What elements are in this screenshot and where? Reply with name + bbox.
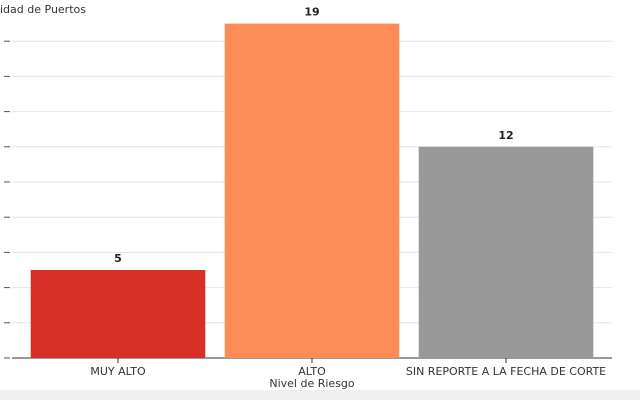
value-label: 19: [304, 6, 319, 19]
bar: [224, 23, 400, 358]
x-tick-label: MUY ALTO: [90, 365, 146, 378]
value-label: 5: [114, 252, 122, 265]
value-label: 12: [498, 129, 513, 142]
y-axis-label: idad de Puertos: [0, 3, 86, 16]
bar: [418, 146, 594, 358]
x-tick-label: SIN REPORTE A LA FECHA DE CORTE: [406, 365, 606, 378]
x-tick-label: ALTO: [298, 365, 326, 378]
bar: [30, 270, 206, 358]
x-axis-label: Nivel de Riesgo: [269, 377, 355, 390]
bottom-strip: [0, 390, 640, 400]
